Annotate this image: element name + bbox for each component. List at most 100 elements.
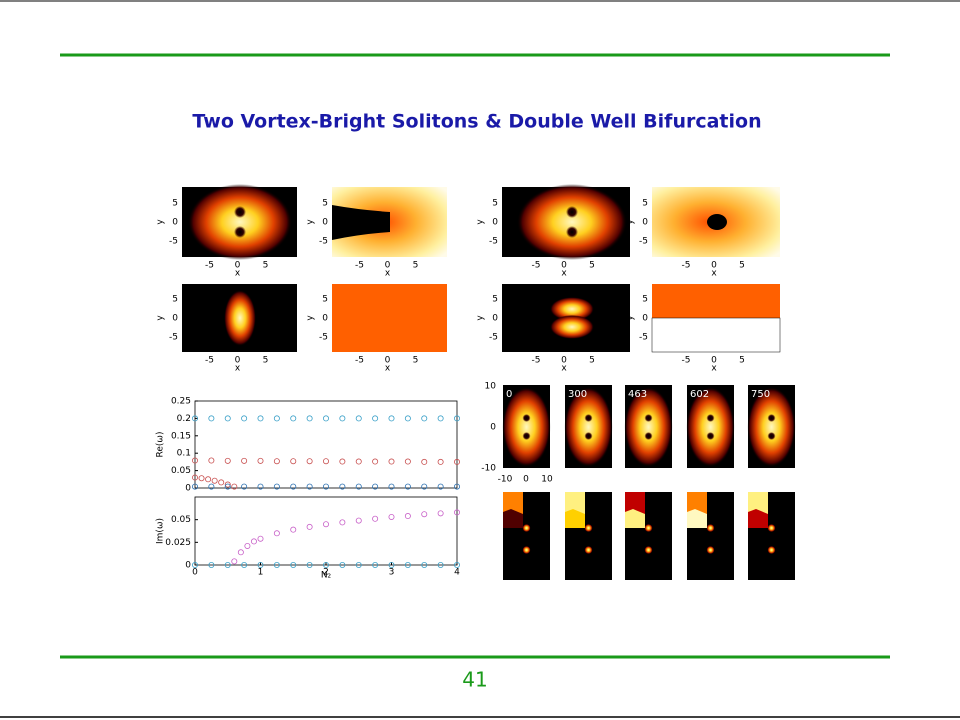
data-point [191, 562, 198, 569]
x-axis-label: x [235, 269, 241, 279]
data-point [306, 458, 313, 465]
heatmap [188, 184, 292, 260]
data-point [322, 483, 329, 490]
vortex [234, 206, 246, 218]
x-tick-label: -5 [355, 261, 364, 271]
y-axis-label: y [626, 315, 636, 321]
snapshot-density [564, 387, 613, 467]
blob [706, 546, 715, 554]
x-axis-label: x [385, 364, 391, 374]
y-tick-label: 0 [642, 218, 648, 228]
data-point [290, 415, 297, 422]
x-axis-label: x [561, 269, 567, 279]
blob [644, 546, 653, 554]
heatmap [332, 284, 447, 352]
heatmap [550, 297, 594, 321]
data-point [372, 458, 379, 465]
snapshot-time: 463 [628, 389, 647, 400]
heatmap [707, 214, 727, 230]
y-tick-label: 0.15 [171, 431, 191, 441]
data-point [273, 415, 280, 422]
data-point [404, 513, 411, 520]
heatmap [224, 290, 256, 346]
snapshot-time: 602 [690, 389, 709, 400]
y-tick-label: 10 [485, 382, 497, 392]
vortex [644, 432, 653, 440]
blob [767, 524, 776, 532]
data-point [437, 483, 444, 490]
data-point [237, 549, 244, 556]
x-tick-label: 0 [192, 568, 198, 578]
heatmap [332, 205, 390, 240]
x-tick-label: 0 [235, 356, 241, 366]
data-point [306, 562, 313, 569]
y-axis-label: y [476, 315, 486, 321]
heatmap [517, 184, 627, 260]
y-tick-label: -5 [169, 333, 178, 343]
data-point [372, 483, 379, 490]
x-tick-label: 0 [711, 261, 717, 271]
y-tick-label: 0.025 [165, 538, 191, 548]
y-tick-label: 0.25 [171, 397, 191, 407]
y-tick-label: 5 [492, 295, 498, 305]
blob [522, 524, 531, 532]
stability-charts: 0 0.05 0.1 0.15 0.2 0.25 Re(ω) 0 0.025 0.05 0 1 2 3 4 N… [156, 397, 461, 581]
data-point [241, 562, 248, 569]
phase-inset [625, 509, 645, 528]
data-point [231, 483, 238, 490]
phase-inset [565, 509, 585, 528]
x-axis-label: x [235, 364, 241, 374]
x-tick-label: -10 [498, 475, 513, 485]
x-tick-label: -5 [205, 356, 214, 366]
y-tick-label: -5 [639, 237, 648, 247]
data-point [339, 562, 346, 569]
x-tick-label: 0 [385, 356, 391, 366]
y-tick-label: 0 [492, 314, 498, 324]
data-point [290, 458, 297, 465]
data-point [388, 483, 395, 490]
vortex [706, 432, 715, 440]
data-point [372, 562, 379, 569]
vortex [767, 432, 776, 440]
data-point [404, 483, 411, 490]
snapshot-density [502, 387, 551, 467]
x-tick-label: 1 [258, 568, 264, 578]
data-point [372, 415, 379, 422]
x-tick-label: 0 [711, 356, 717, 366]
vortex [522, 432, 531, 440]
phase-inset [687, 509, 707, 528]
slide-title: Two Vortex-Bright Solitons & Double Well… [192, 111, 761, 133]
data-point [257, 535, 264, 542]
vortex [584, 432, 593, 440]
blob [644, 524, 653, 532]
data-point [191, 483, 198, 490]
y-axis-label: y [306, 315, 316, 321]
vortex [767, 414, 776, 422]
data-point [421, 458, 428, 465]
vortex [644, 414, 653, 422]
vortex [584, 414, 593, 422]
phase-inset [748, 509, 768, 528]
snapshots: 0 300 463 602 750 10 0 -10-10 0 10 [481, 382, 796, 580]
data-point [355, 458, 362, 465]
y-tick-label: 0.05 [171, 466, 191, 476]
x-tick-label: -5 [532, 261, 541, 271]
vortex [234, 226, 246, 238]
y-tick-label: 0 [642, 314, 648, 324]
y-axis-label: y [306, 219, 316, 225]
y-tick-label: 5 [172, 199, 178, 209]
data-point [290, 562, 297, 569]
data-point [250, 538, 257, 545]
data-point [306, 483, 313, 490]
x-tick-label: -5 [682, 261, 691, 271]
y-tick-label: 0.05 [171, 515, 191, 525]
snapshot-density [624, 387, 673, 467]
x-tick-label: 0 [385, 261, 391, 271]
y-tick-label: 0 [172, 314, 178, 324]
data-point [437, 458, 444, 465]
data-point [208, 457, 215, 464]
data-point [355, 517, 362, 524]
data-point [208, 415, 215, 422]
data-point [211, 477, 218, 484]
